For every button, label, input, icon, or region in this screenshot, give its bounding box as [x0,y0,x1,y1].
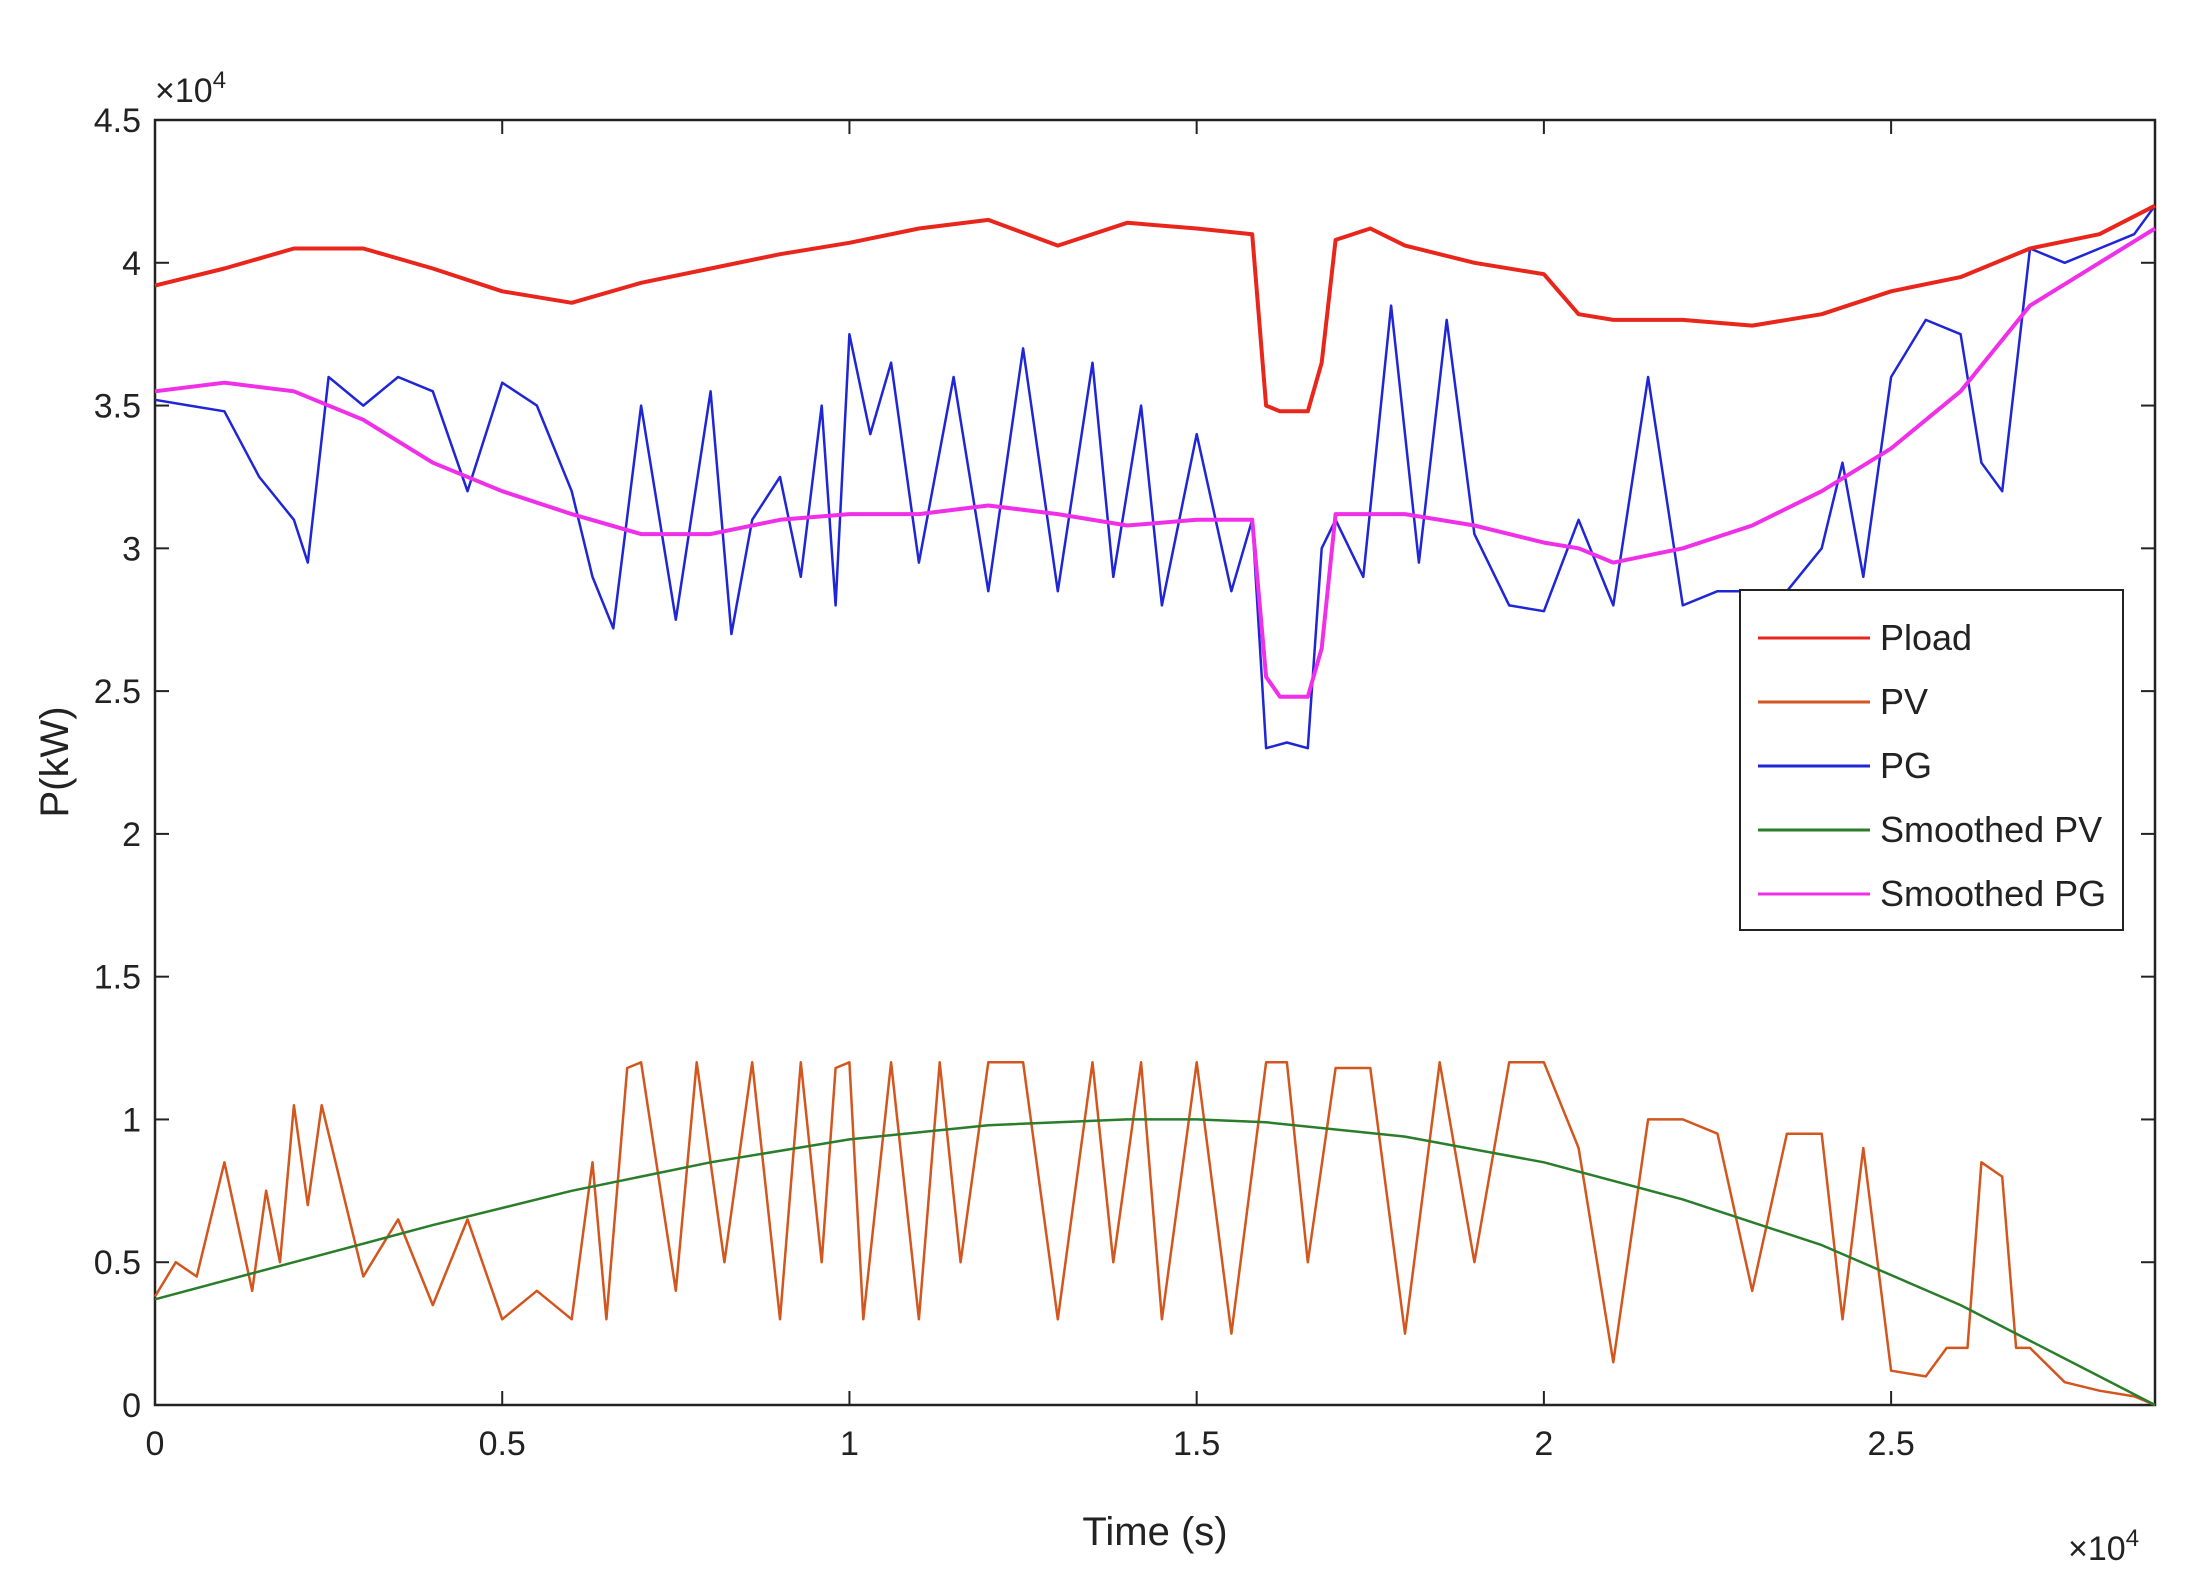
series-line-pv [153,1061,2156,1407]
y-tick-label: 0.5 [94,1244,141,1282]
legend-box [1739,589,2124,931]
ticks: 0 0.5 1 1.5 2 2.5 0 0.5 1 1.5 2 2.5 3 3.5 4 4.5 [94,102,2155,1463]
y-axis-title: P(kW) [33,706,77,817]
x-tick-label: 1.5 [1173,1425,1220,1463]
legend-label-smoothed-pg: Smoothed PG [1880,873,2106,914]
x-tick-label: 0.5 [479,1425,526,1463]
y-tick-label: 3 [122,530,141,568]
legend: Pload PV PG Smoothed PV Smoothed PG [1739,589,2124,931]
x-tick-label: 0 [146,1425,165,1463]
series-line-smoothed-pv [154,1118,2156,1407]
x-tick-label: 2 [1534,1425,1553,1463]
series-line-pg [154,204,2157,750]
y-tick-label: 4 [122,245,141,283]
legend-label-smoothed-pv: Smoothed PV [1880,809,2102,850]
y-tick-label: 1 [122,1101,141,1139]
y-multiplier-label: ×104 [155,67,226,110]
y-tick-label: 2.5 [94,673,141,711]
legend-label-pg: PG [1880,745,1932,786]
series-line-pload [154,203,2156,414]
legend-label-pload: Pload [1880,617,1972,658]
x-tick-label: 2.5 [1867,1425,1914,1463]
y-multiplier-exponent: 4 [213,67,226,94]
y-tick-label: 2 [122,816,141,854]
x-axis-title: Time (s) [1082,1510,1227,1554]
x-tick-label: 1 [840,1425,859,1463]
series-layer [153,203,2157,1407]
legend-label-pv: PV [1880,681,1928,722]
y-tick-label: 1.5 [94,959,141,997]
y-tick-label: 3.5 [94,388,141,426]
series-line-smoothed-pg [154,226,2157,699]
x-multiplier-exponent: 4 [2126,1525,2139,1552]
y-tick-label: 4.5 [94,102,141,140]
x-multiplier-label: ×104 [2068,1525,2139,1568]
y-tick-label: 0 [122,1387,141,1425]
